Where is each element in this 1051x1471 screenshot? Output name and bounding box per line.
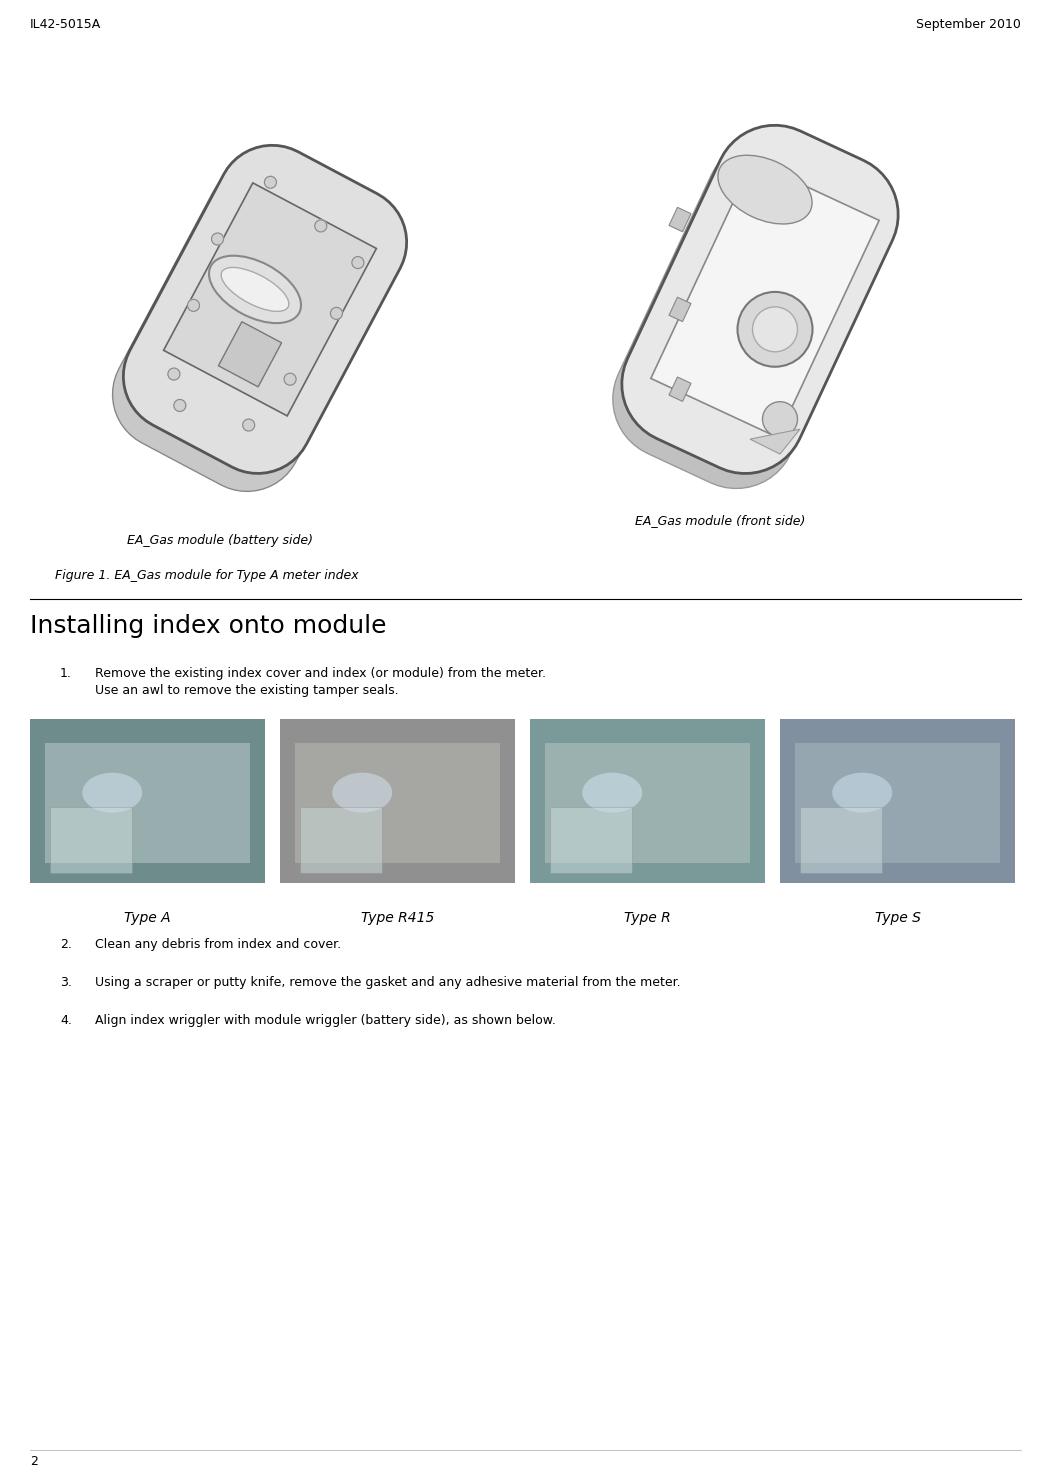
Ellipse shape: [82, 772, 142, 812]
Text: EA_Gas module (front side): EA_Gas module (front side): [635, 513, 805, 527]
Bar: [530, 718, 765, 883]
Bar: [795, 743, 1000, 863]
Text: 4.: 4.: [60, 1014, 71, 1027]
Circle shape: [168, 368, 180, 380]
Text: 2.: 2.: [60, 938, 71, 952]
Polygon shape: [123, 146, 407, 474]
Polygon shape: [613, 140, 889, 488]
Ellipse shape: [582, 772, 642, 812]
Text: Type S: Type S: [874, 911, 921, 925]
Polygon shape: [750, 430, 800, 455]
Bar: [780, 718, 1015, 883]
Text: Clean any debris from index and cover.: Clean any debris from index and cover.: [95, 938, 342, 952]
Text: IL42-5015A: IL42-5015A: [30, 18, 101, 31]
Bar: [295, 743, 500, 863]
Text: Use an awl to remove the existing tamper seals.: Use an awl to remove the existing tamper…: [95, 684, 398, 697]
Bar: [550, 808, 633, 874]
Ellipse shape: [718, 156, 812, 224]
Polygon shape: [622, 125, 899, 474]
Circle shape: [330, 307, 343, 319]
Circle shape: [187, 300, 200, 312]
Text: Type R: Type R: [624, 911, 671, 925]
Polygon shape: [669, 297, 691, 322]
Text: Installing index onto module: Installing index onto module: [30, 613, 387, 638]
Circle shape: [173, 400, 186, 412]
Circle shape: [315, 221, 327, 232]
Ellipse shape: [738, 291, 812, 366]
Bar: [545, 743, 750, 863]
Text: September 2010: September 2010: [916, 18, 1021, 31]
Text: Using a scraper or putty knife, remove the gasket and any adhesive material from: Using a scraper or putty knife, remove t…: [95, 977, 681, 989]
Bar: [30, 718, 265, 883]
Bar: [800, 808, 882, 874]
Polygon shape: [669, 207, 691, 232]
Text: Type R415: Type R415: [360, 911, 434, 925]
Circle shape: [211, 232, 224, 246]
Bar: [45, 743, 250, 863]
Ellipse shape: [753, 307, 798, 352]
Text: Align index wriggler with module wriggler (battery side), as shown below.: Align index wriggler with module wriggle…: [95, 1014, 556, 1027]
Polygon shape: [219, 322, 282, 387]
Circle shape: [243, 419, 254, 431]
Polygon shape: [112, 163, 396, 491]
Ellipse shape: [832, 772, 892, 812]
Text: Figure 1. EA_Gas module for Type A meter index: Figure 1. EA_Gas module for Type A meter…: [55, 569, 358, 583]
Polygon shape: [669, 377, 691, 402]
Polygon shape: [164, 182, 376, 416]
Text: 1.: 1.: [60, 666, 71, 680]
Text: Remove the existing index cover and index (or module) from the meter.: Remove the existing index cover and inde…: [95, 666, 547, 680]
Text: 2: 2: [30, 1455, 38, 1468]
Circle shape: [265, 177, 276, 188]
Bar: [280, 718, 515, 883]
Text: 3.: 3.: [60, 977, 71, 989]
Ellipse shape: [221, 268, 289, 312]
Polygon shape: [651, 162, 879, 437]
Circle shape: [284, 374, 296, 385]
Bar: [50, 808, 132, 874]
Text: Type A: Type A: [124, 911, 171, 925]
Circle shape: [352, 256, 364, 269]
Ellipse shape: [209, 256, 301, 324]
Ellipse shape: [762, 402, 798, 437]
Bar: [300, 808, 383, 874]
Ellipse shape: [332, 772, 392, 812]
Text: EA_Gas module (battery side): EA_Gas module (battery side): [127, 534, 313, 547]
